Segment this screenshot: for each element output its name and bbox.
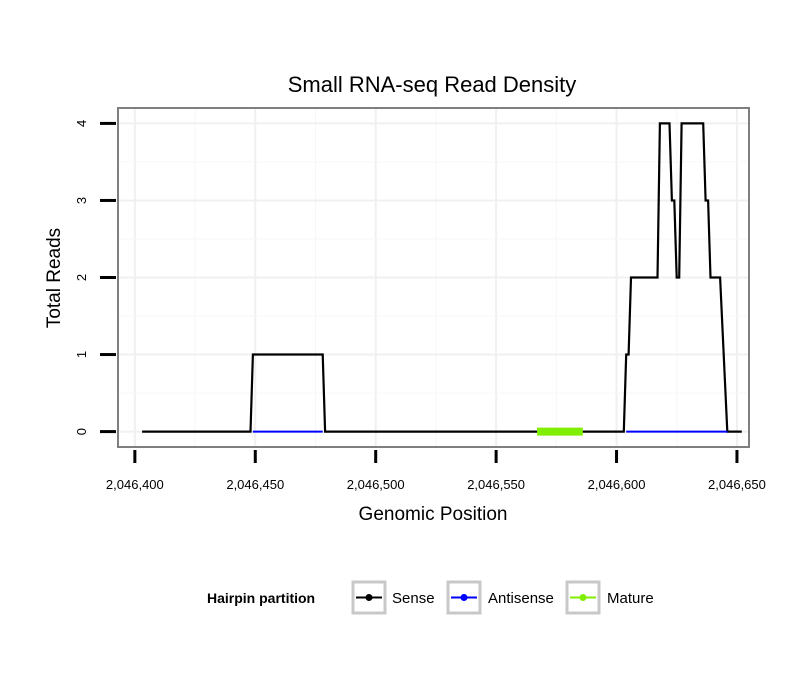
legend-item-sense: Sense xyxy=(351,580,435,615)
legend: Hairpin partition Sense Antisense Mature xyxy=(207,580,654,615)
x-axis-label: Genomic Position xyxy=(359,504,508,525)
y-tick-label: 2 xyxy=(74,274,89,281)
y-tick-label: 0 xyxy=(74,428,89,435)
x-tick-label: 2,046,400 xyxy=(106,477,164,492)
y-tick-label: 1 xyxy=(74,351,89,358)
legend-title: Hairpin partition xyxy=(207,590,315,606)
x-axis: 2,046,400 2,046,450 2,046,500 2,046,550 2,04… xyxy=(106,450,766,492)
y-axis-label: Total Reads xyxy=(44,228,65,328)
x-tick-label: 2,046,650 xyxy=(708,477,766,492)
x-tick-label: 2,046,450 xyxy=(226,477,284,492)
x-tick-label: 2,046,500 xyxy=(347,477,405,492)
series-line-sense xyxy=(142,122,742,433)
legend-dot-antisense xyxy=(460,594,468,601)
y-tick-label: 3 xyxy=(74,197,89,204)
chart-title: Small RNA-seq Read Density xyxy=(288,72,577,97)
legend-item-antisense: Antisense xyxy=(446,580,554,615)
series-layer xyxy=(142,122,742,436)
y-tick-label: 4 xyxy=(74,120,89,127)
y-axis: 0 1 2 3 4 xyxy=(74,120,116,435)
x-tick-label: 2,046,600 xyxy=(588,477,646,492)
legend-item-mature: Mature xyxy=(565,580,654,615)
legend-label-sense: Sense xyxy=(392,590,435,607)
x-tick-label: 2,046,550 xyxy=(467,477,525,492)
legend-dot-sense xyxy=(365,594,373,601)
legend-label-mature: Mature xyxy=(607,590,654,607)
legend-label-antisense: Antisense xyxy=(488,590,554,607)
legend-dot-mature xyxy=(579,594,587,601)
